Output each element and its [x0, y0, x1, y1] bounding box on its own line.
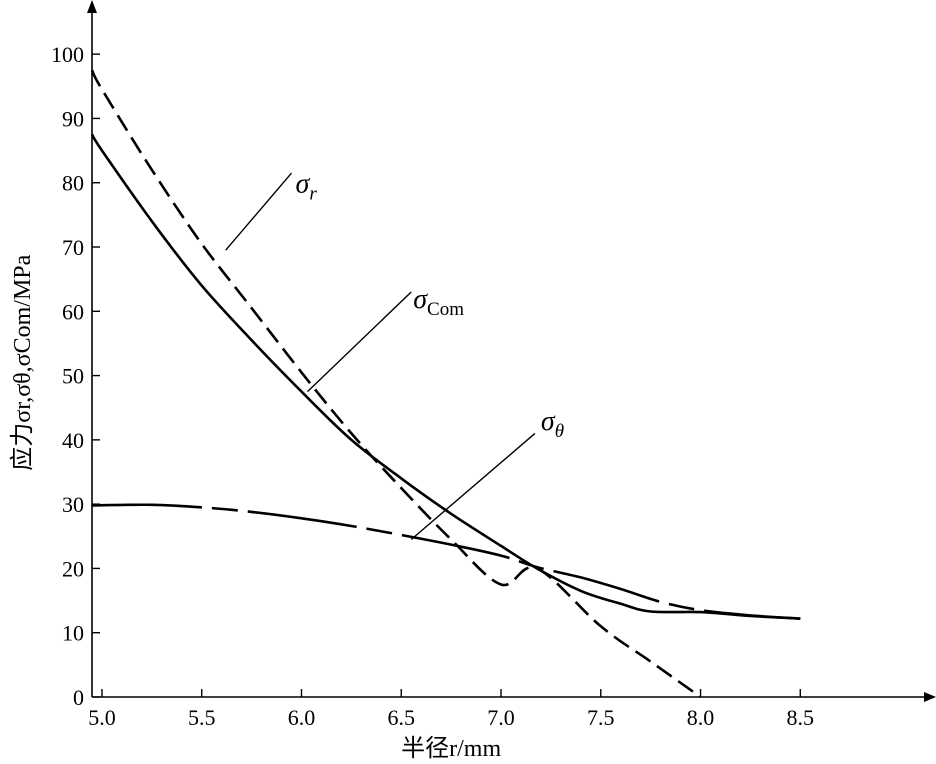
- x-tick-label: 6.0: [288, 705, 316, 730]
- series-label-subscript: Com: [427, 299, 464, 320]
- x-tick-label: 6.5: [388, 705, 416, 730]
- y-tick-label: 50: [62, 364, 84, 389]
- leader-line-sigma-com: [306, 291, 412, 393]
- ticks: 5.0 5.5 6.0 6.5 7.0 7.5 8.0 8.5 0 10 20 30 40 50 60 70 8…: [51, 42, 814, 730]
- leader-line-sigma-r: [225, 172, 293, 251]
- y-tick-label: 60: [62, 299, 84, 324]
- y-tick-label: 0: [73, 685, 84, 710]
- series-label-sigma-theta: σθ: [541, 406, 564, 442]
- x-axis-arrowhead: [924, 692, 936, 702]
- x-tick-label: 8.5: [787, 705, 815, 730]
- y-tick-label: 70: [62, 235, 84, 260]
- y-tick-label: 40: [62, 428, 84, 453]
- y-axis-title: 应力σr,σθ,σCom/MPa: [9, 254, 36, 470]
- x-tick-label: 8.0: [687, 705, 715, 730]
- leader-line-sigma-theta: [410, 432, 536, 541]
- x-tick-label: 7.5: [587, 705, 615, 730]
- x-tick-label: 7.0: [487, 705, 515, 730]
- series-label-symbol: σ: [413, 284, 428, 315]
- series-label-subscript: θ: [555, 421, 564, 442]
- y-tick-label: 10: [62, 621, 84, 646]
- series-line-sigma-theta: [91, 503, 801, 620]
- y-tick-label: 30: [62, 492, 84, 517]
- series-label-symbol: σ: [296, 168, 311, 199]
- series-label-subscript: r: [309, 183, 317, 204]
- series-line-sigma-com: [90, 133, 801, 620]
- x-tick-label: 5.0: [88, 705, 116, 730]
- y-tick-label: 90: [62, 106, 84, 131]
- y-tick-label: 20: [62, 556, 84, 581]
- y-tick-label: 100: [51, 42, 84, 67]
- x-tick-label: 5.5: [188, 705, 216, 730]
- axes: [87, 0, 936, 702]
- series-label-symbol: σ: [541, 406, 556, 437]
- series-layer: [90, 69, 801, 699]
- y-axis-arrowhead: [87, 0, 97, 13]
- series-line-sigma-r: [90, 69, 702, 699]
- x-axis-title: 半径r/mm: [401, 735, 501, 762]
- y-tick-label: 80: [62, 171, 84, 196]
- series-label-sigma-com: σCom: [413, 284, 464, 320]
- series-label-sigma-r: σr: [296, 168, 318, 204]
